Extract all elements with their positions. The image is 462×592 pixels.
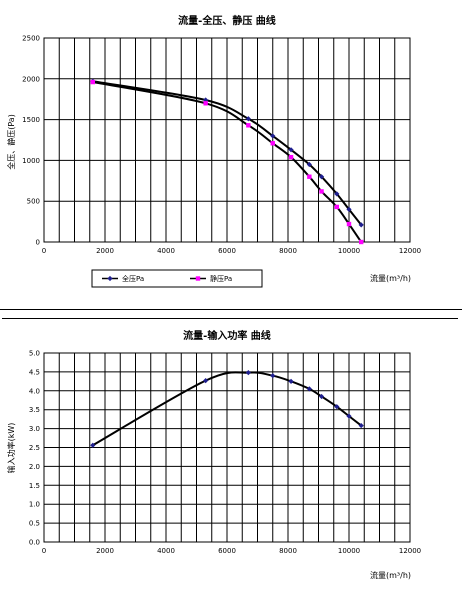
- data-point-marker: [270, 141, 275, 146]
- plot-border: [43, 37, 411, 243]
- data-point-marker: [288, 154, 294, 160]
- x-tick-label: 0: [42, 547, 46, 555]
- legend-box: [91, 269, 263, 288]
- data-point-marker: [245, 370, 251, 376]
- data-point-marker: [245, 116, 251, 122]
- y-tick-label: 0: [36, 239, 40, 247]
- data-point-marker: [203, 101, 208, 106]
- series-line: [92, 80, 362, 226]
- y-tick-label: 0.5: [29, 520, 40, 528]
- data-point-marker: [288, 147, 294, 153]
- x-axis-label: 流量(m³/h): [370, 570, 411, 580]
- y-axis-label: 输入功率(kW): [6, 423, 16, 474]
- x-tick-label: 8000: [279, 547, 297, 555]
- data-point-marker: [319, 189, 324, 194]
- data-point-marker: [346, 221, 352, 227]
- legend-label: 静压Pa: [210, 274, 232, 283]
- y-tick-label: 2.0: [29, 463, 40, 471]
- data-point-marker: [203, 377, 209, 384]
- pressure-chart: 流量-全压、静压 曲线 0 500 1000 1500 2000 2500 0 2000 4000…: [6, 14, 421, 288]
- legend-label: 全压Pa: [122, 274, 144, 283]
- y-tick-label: 3.0: [29, 425, 40, 433]
- data-point-marker: [334, 204, 339, 210]
- power-chart-panel: 流量-输入功率 曲线 0.0 0.5 1.0 1.5 2.0 2.5 3.0 3.5 4.0 4.5…: [2, 318, 458, 589]
- y-tick-label: 1.5: [29, 482, 40, 490]
- data-point-marker: [359, 239, 364, 245]
- x-axis-label: 流量(m³/h): [370, 273, 411, 283]
- data-point-marker: [318, 174, 325, 180]
- data-point-marker: [358, 222, 364, 228]
- y-tick-label: 5.0: [29, 350, 40, 358]
- data-point-marker: [306, 386, 312, 392]
- data-point-marker: [346, 206, 352, 212]
- x-tick-label: 2000: [96, 247, 114, 255]
- data-point-marker: [90, 79, 95, 85]
- plot-border: [43, 352, 411, 543]
- x-tick-label: 4000: [157, 247, 175, 255]
- data-point-marker: [246, 123, 251, 128]
- data-point-marker: [306, 161, 312, 168]
- x-tick-label: 6000: [218, 247, 236, 255]
- y-tick-label: 2000: [22, 75, 40, 83]
- panel-divider: [0, 309, 462, 310]
- y-tick-label: 500: [27, 198, 40, 206]
- y-axis-label: 全压、静压(Pa): [6, 114, 16, 170]
- x-tick-label: 10000: [338, 247, 360, 255]
- y-tick-label: 2500: [22, 35, 40, 43]
- x-tick-label: 6000: [218, 547, 236, 555]
- series-line: [92, 371, 362, 447]
- y-tick-label: 3.5: [29, 406, 40, 414]
- y-tick-label: 0.0: [29, 539, 40, 547]
- y-tick-label: 1.0: [29, 501, 40, 509]
- y-tick-label: 2.5: [29, 444, 40, 452]
- x-tick-label: 2000: [96, 547, 114, 555]
- x-tick-label: 8000: [279, 247, 297, 255]
- data-point-marker: [307, 174, 312, 179]
- y-tick-label: 4.5: [29, 368, 40, 376]
- legend: 全压Pa 静压Pa: [91, 269, 263, 288]
- data-point-marker: [270, 133, 276, 139]
- x-tick-label: 12000: [399, 247, 421, 255]
- data-point-marker: [334, 191, 340, 197]
- x-tick-label: 12000: [399, 547, 421, 555]
- legend-swatch-marker: [107, 275, 113, 282]
- y-tick-label: 4.0: [29, 387, 40, 395]
- data-point-marker: [270, 373, 276, 379]
- y-tick-label: 1000: [22, 157, 40, 165]
- chart-title: 流量-全压、静压 曲线: [178, 14, 276, 27]
- power-chart: 流量-输入功率 曲线 0.0 0.5 1.0 1.5 2.0 2.5 3.0 3.5 4.0 4.5…: [6, 329, 421, 580]
- y-tick-label: 1500: [22, 116, 40, 124]
- pressure-chart-panel: 流量-全压、静压 曲线 0 500 1000 1500 2000 2500 0 2000 4000…: [2, 2, 458, 298]
- x-tick-label: 4000: [157, 547, 175, 555]
- chart-title: 流量-输入功率 曲线: [183, 329, 271, 342]
- data-point-marker: [318, 393, 325, 400]
- x-tick-label: 10000: [338, 547, 360, 555]
- series-line: [92, 81, 363, 243]
- x-tick-label: 0: [42, 247, 46, 255]
- legend-swatch-marker: [195, 276, 201, 281]
